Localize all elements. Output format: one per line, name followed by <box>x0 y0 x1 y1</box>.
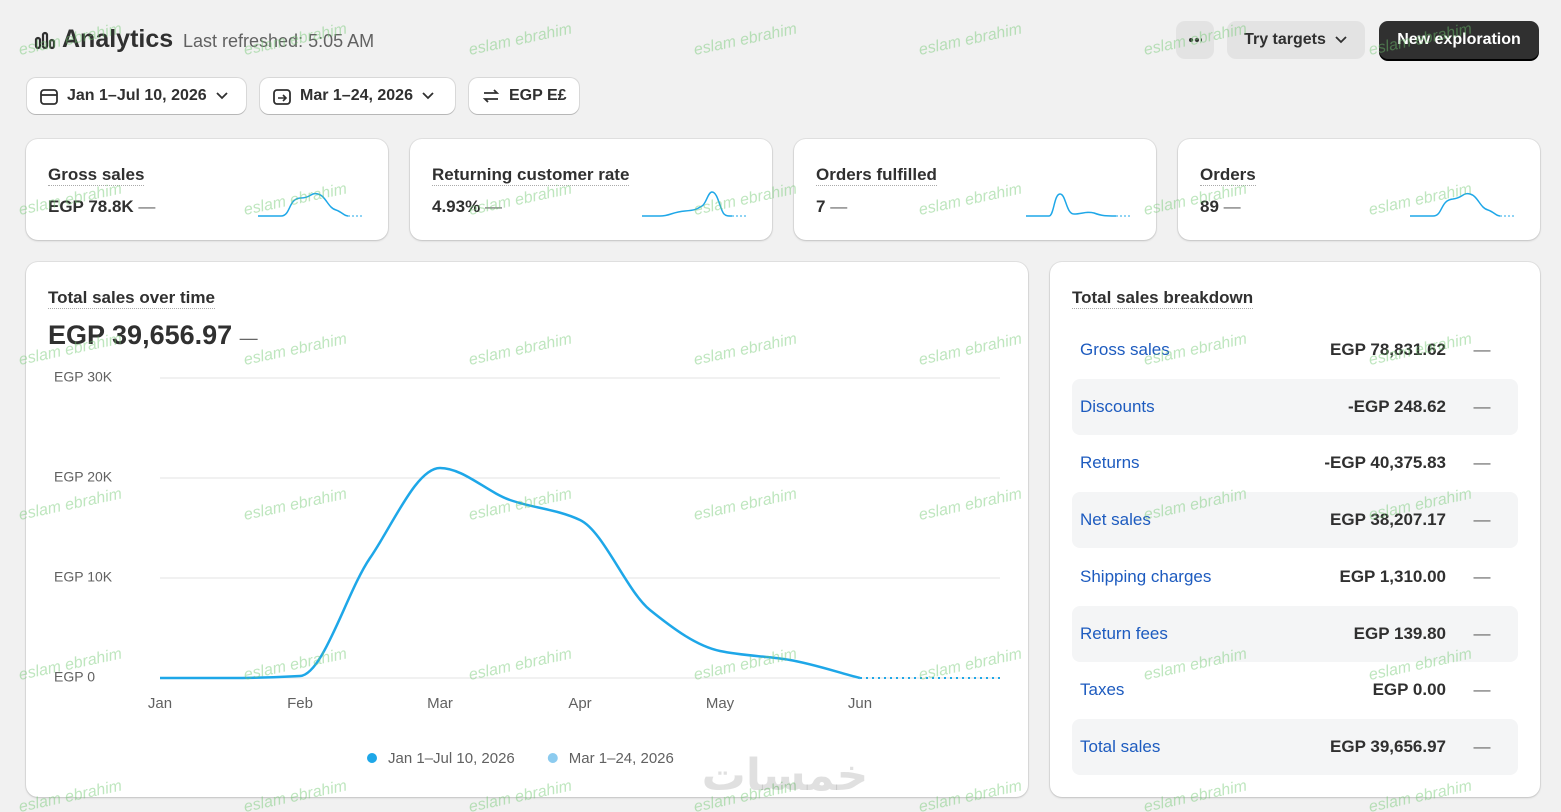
calendar-compare-icon <box>273 89 291 105</box>
breakdown-row[interactable]: Returns -EGP 40,375.83 — <box>1072 435 1518 491</box>
row-label: Net sales <box>1080 510 1151 530</box>
breakdown-row[interactable]: Return fees EGP 139.80 — <box>1072 605 1518 662</box>
page-title: Analytics <box>62 25 174 53</box>
row-label: Returns <box>1080 453 1140 473</box>
chart-title: Total sales over time <box>48 288 215 309</box>
more-button[interactable] <box>1176 21 1214 59</box>
chevron <box>422 92 434 100</box>
x-tick-label: Feb <box>287 695 313 712</box>
filter-label: Jan 1–Jul 10, 2026 <box>67 87 207 104</box>
kpi-card[interactable]: Orders 89 — <box>1178 139 1540 240</box>
row-change: — <box>1473 623 1491 643</box>
y-tick-label: EGP 30K <box>54 369 113 385</box>
kpi-value: 4.93% <box>432 197 481 216</box>
kpi-label: Gross sales <box>48 165 145 186</box>
breakdown-row[interactable]: Discounts -EGP 248.62 — <box>1072 378 1518 435</box>
legend-label: Mar 1–24, 2026 <box>569 750 674 767</box>
try-targets-button[interactable]: Try targets <box>1227 21 1365 59</box>
breakdown-row[interactable]: Shipping charges EGP 1,310.00 — <box>1072 549 1518 605</box>
y-tick-label: EGP 20K <box>54 469 113 485</box>
kpi-label: Returning customer rate <box>432 165 630 186</box>
row-value: -EGP 40,375.83 <box>1324 453 1446 473</box>
row-label: Gross sales <box>1080 340 1170 359</box>
row-change: — <box>1473 680 1491 700</box>
dots-icon <box>1189 38 1202 42</box>
currency-filter[interactable]: EGP E£ <box>469 78 579 114</box>
x-tick-label: Mar <box>427 695 453 712</box>
legend-swatch <box>547 753 558 763</box>
y-tick-label: EGP 10K <box>54 569 113 585</box>
analytics-icon <box>34 31 56 50</box>
filter-label: Mar 1–24, 2026 <box>300 87 413 104</box>
row-label: Return fees <box>1080 623 1168 643</box>
breakdown-row[interactable]: Taxes EGP 0.00 — <box>1072 662 1518 718</box>
kpi-change: — <box>484 197 502 216</box>
chevron <box>216 92 228 100</box>
date-filter[interactable]: Jan 1–Jul 10, 2026 <box>27 78 246 114</box>
row-change: — <box>1473 396 1491 416</box>
row-value: EGP 38,207.17 <box>1330 510 1446 530</box>
x-tick-label: Apr <box>568 695 591 712</box>
x-tick-label: Jun <box>848 695 872 712</box>
kpi-value: 89 <box>1200 197 1219 216</box>
kpi-value: EGP 78.8K <box>48 197 134 216</box>
button-label: Try targets <box>1244 31 1326 48</box>
kpi-label: Orders fulfilled <box>816 165 937 186</box>
row-value: EGP 78,831.62 <box>1330 340 1446 359</box>
row-change: — <box>1473 510 1491 530</box>
sparkline <box>1410 192 1514 217</box>
x-tick-label: May <box>706 695 735 712</box>
row-value: EGP 39,656.97 <box>1330 736 1446 756</box>
breakdown-title: Total sales breakdown <box>1072 288 1254 309</box>
kpi-change: — <box>138 197 156 216</box>
row-label: Total sales <box>1080 736 1161 756</box>
calendar-icon <box>40 89 58 105</box>
row-change: — <box>1473 736 1491 756</box>
row-label: Taxes <box>1080 680 1125 700</box>
row-change: — <box>1473 453 1491 473</box>
kpi-label: Orders <box>1200 165 1256 186</box>
kpi-card[interactable]: Gross sales EGP 78.8K — <box>26 139 388 240</box>
exchange-icon <box>482 89 500 103</box>
last-refreshed: Last refreshed: 5:05 AM <box>183 31 375 51</box>
row-value: EGP 139.80 <box>1353 623 1446 643</box>
kpi-card[interactable]: Orders fulfilled 7 — <box>794 139 1156 240</box>
chart-card: Total sales over time EGP 39,656.97 — <box>26 262 1028 797</box>
legend-swatch <box>367 753 377 763</box>
kpi-card[interactable]: Returning customer rate 4.93% — <box>410 139 772 240</box>
breakdown-row[interactable]: Net sales EGP 38,207.17 — <box>1072 492 1518 549</box>
chart-total: EGP 39,656.97 <box>48 320 233 350</box>
sparkline <box>642 191 746 217</box>
row-change: — <box>1473 340 1491 359</box>
row-change: — <box>1473 566 1491 586</box>
breakdown-row[interactable]: Gross sales EGP 78,831.62 — <box>1072 322 1518 378</box>
legend-label: Jan 1–Jul 10, 2026 <box>388 750 515 767</box>
breakdown-row[interactable]: Total sales EGP 39,656.97 — <box>1072 718 1518 775</box>
row-value: -EGP 248.62 <box>1348 396 1446 416</box>
kpi-change: — <box>830 197 848 216</box>
new-exploration-button[interactable]: New exploration <box>1379 21 1539 59</box>
chevron <box>1335 36 1347 44</box>
y-tick-label: EGP 0 <box>54 669 95 685</box>
kpi-value: 7 <box>816 197 826 216</box>
row-label: Shipping charges <box>1080 566 1212 586</box>
filter-label: EGP E£ <box>509 87 567 104</box>
chart-change: — <box>239 328 258 348</box>
sparkline <box>258 192 362 217</box>
kpi-change: — <box>1223 197 1241 216</box>
sparkline <box>1026 193 1130 217</box>
button-label: New exploration <box>1397 31 1521 48</box>
chart: EGP 0 EGP 10K EGP 20K EGP 30K Jan Feb Mar Apr Ma… <box>54 369 1000 767</box>
breakdown-card: Total sales breakdown Gross sales EGP 78,… <box>1050 262 1540 797</box>
x-tick-label: Jan <box>148 695 172 712</box>
row-value: EGP 0.00 <box>1372 680 1446 700</box>
line-series <box>160 466 861 680</box>
row-label: Discounts <box>1080 396 1155 416</box>
row-value: EGP 1,310.00 <box>1339 566 1447 586</box>
compare-filter[interactable]: Mar 1–24, 2026 <box>260 78 455 114</box>
